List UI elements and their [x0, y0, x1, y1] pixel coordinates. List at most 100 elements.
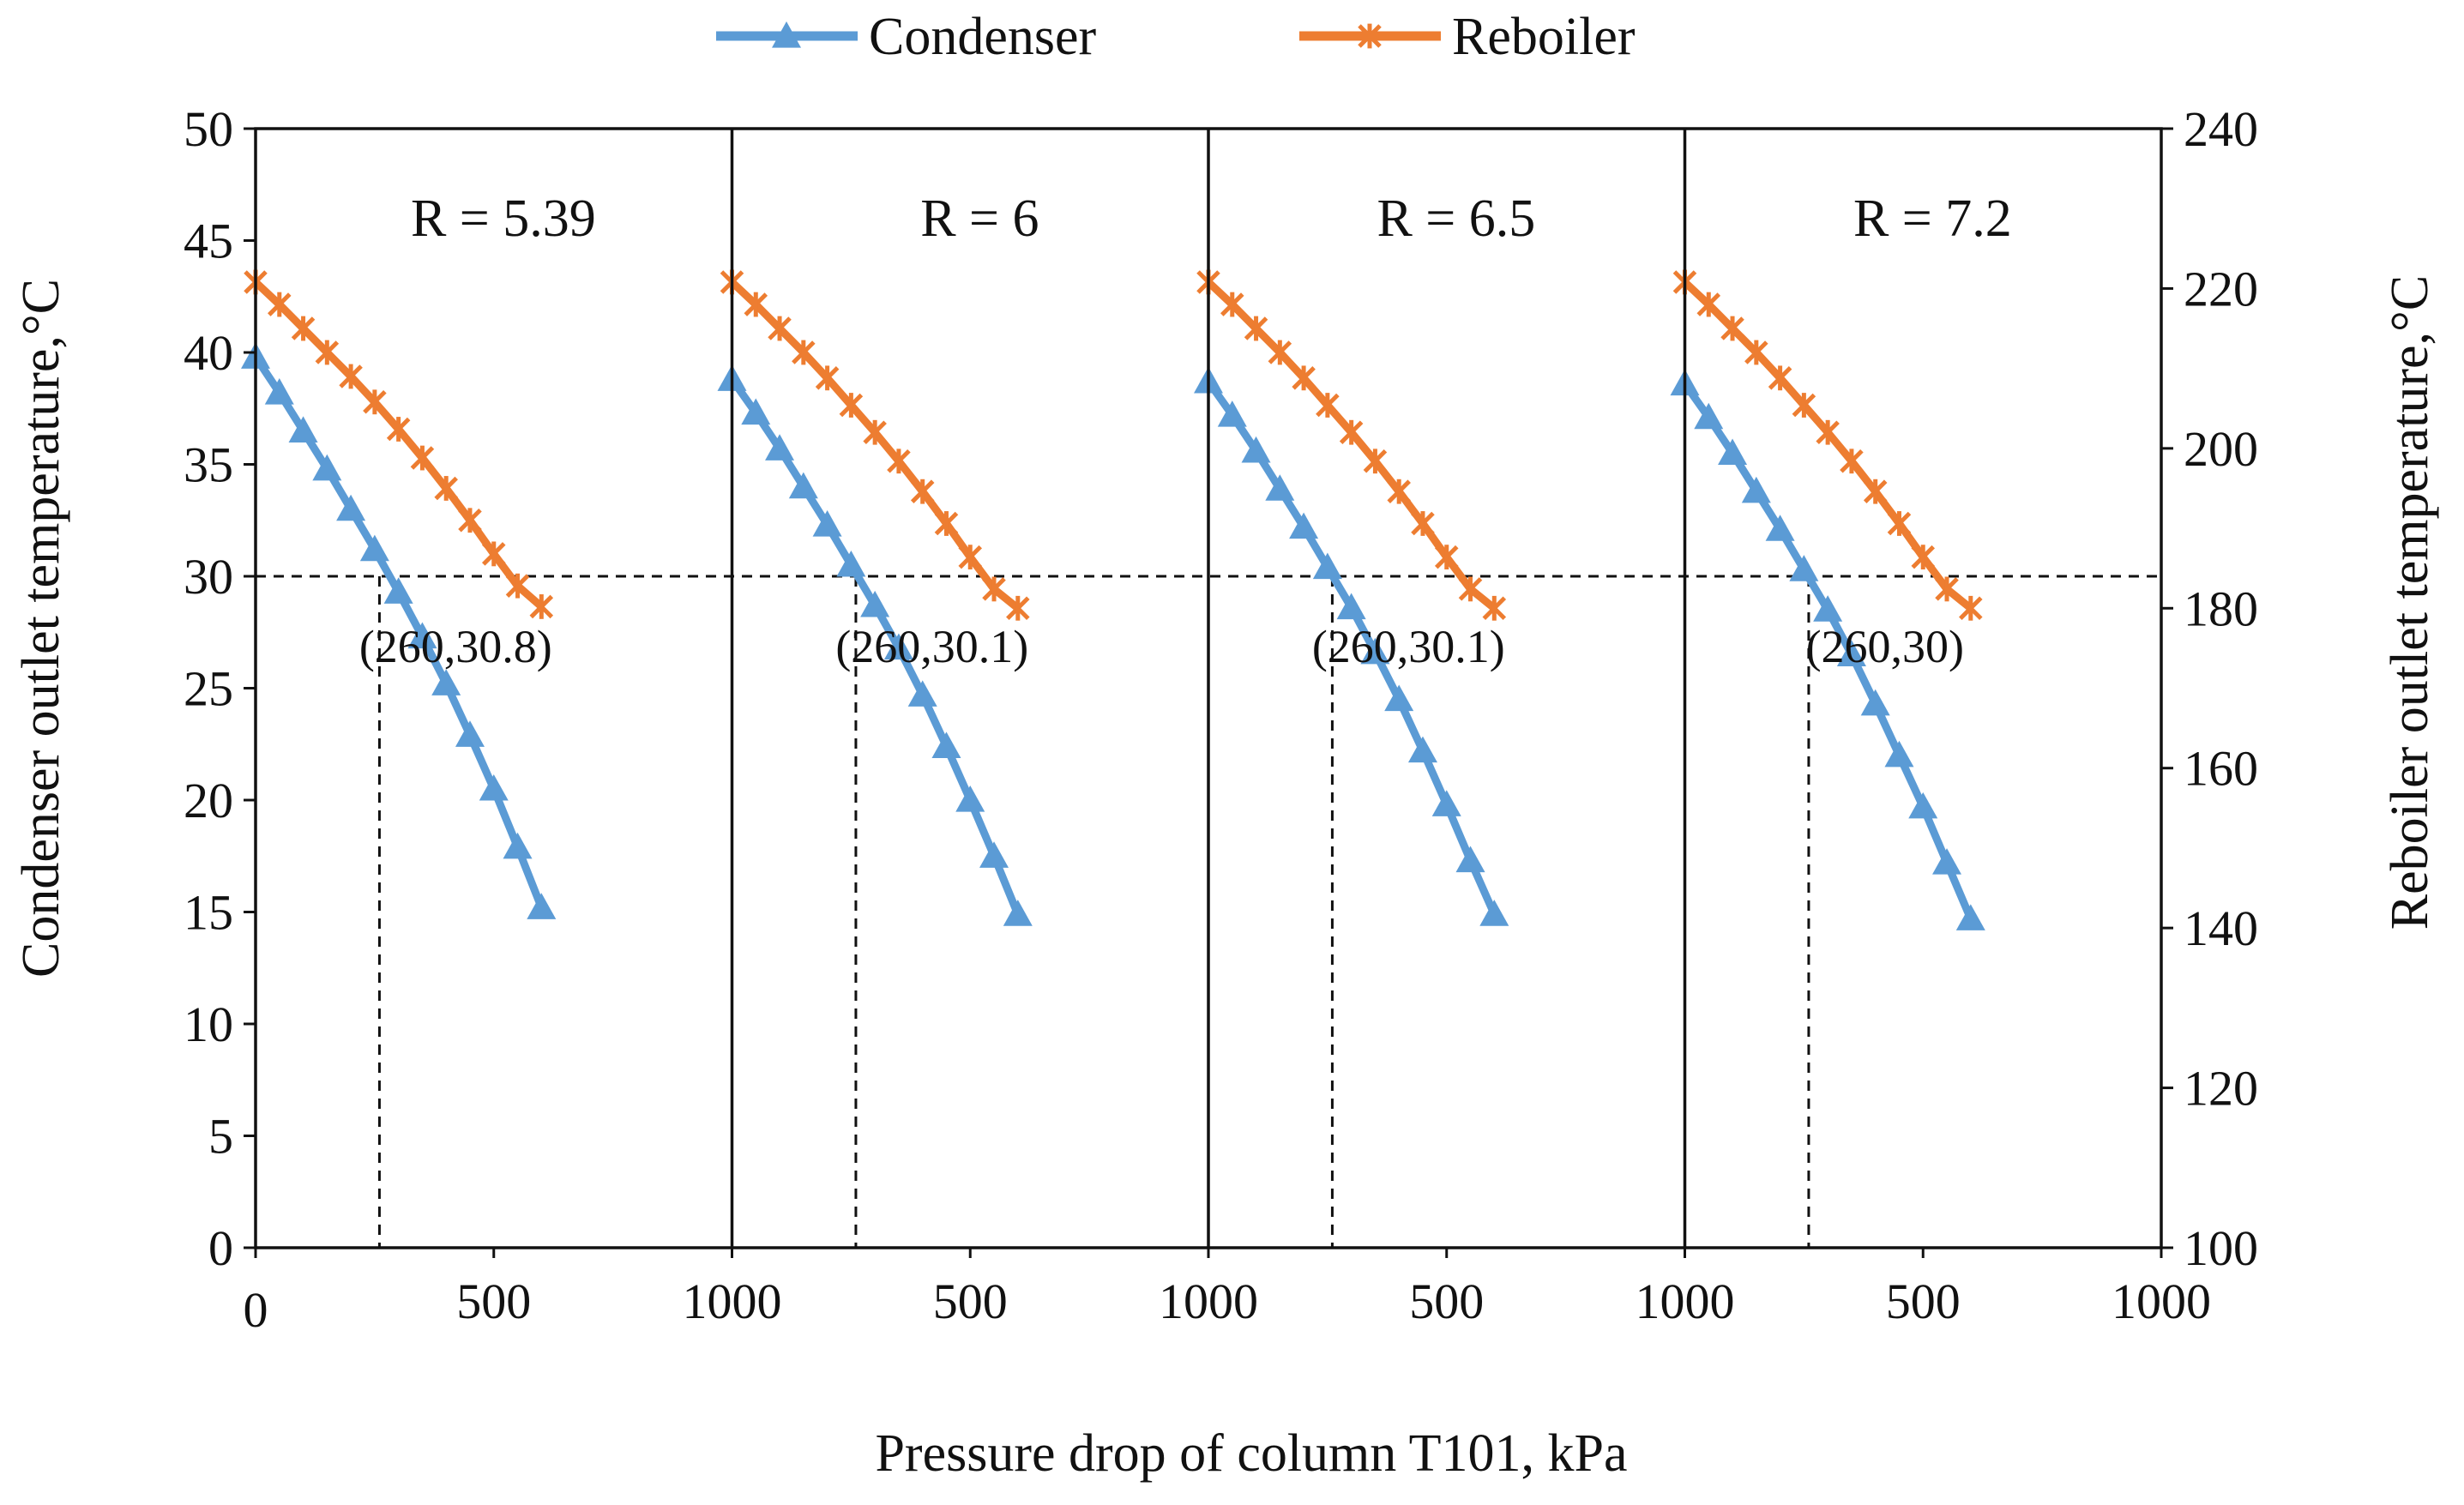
condenser-point-panel-3-3 [1265, 474, 1295, 501]
condenser-point-panel-4-1 [1694, 402, 1724, 430]
condenser-point-panel-2-11 [979, 841, 1009, 868]
y-left-tick-label: 20 [184, 773, 233, 828]
reboiler-point-panel-1-12 [529, 594, 554, 619]
condenser-point-panel-1-4 [336, 494, 366, 521]
reboiler-point-panel-4-1 [1696, 292, 1721, 317]
tick-labels: 0 5 10 15 20 25 30 35 40 45 50 100 120 140 160 180 200 22… [184, 101, 2258, 1338]
x-tick-label: 1000 [2112, 1273, 2211, 1329]
condenser-point-panel-1-10 [479, 774, 509, 801]
x-tick-label: 500 [1409, 1273, 1484, 1329]
condenser-point-panel-3-10 [1431, 790, 1461, 816]
condenser-point-panel-4-3 [1741, 476, 1771, 503]
condenser-point-panel-2-2 [765, 434, 795, 461]
reboiler-point-panel-1-4 [339, 364, 363, 389]
legend: Condenser Reboiler [716, 8, 1636, 66]
reboiler-point-panel-1-5 [363, 389, 387, 415]
reboiler-point-panel-4-10 [1911, 545, 1936, 570]
reboiler-point-panel-3-3 [1268, 340, 1292, 365]
reboiler-point-panel-3-6 [1339, 419, 1364, 445]
condenser-point-panel-1-6 [383, 577, 413, 604]
y-right-tick-label: 220 [2184, 261, 2258, 316]
y-left-tick-label: 0 [208, 1220, 233, 1276]
condenser-point-panel-3-9 [1407, 736, 1437, 763]
x-tick-label: 1000 [683, 1273, 782, 1329]
condenser-point-panel-3-5 [1312, 552, 1342, 580]
reboiler-point-panel-3-7 [1363, 448, 1388, 474]
condenser-point-panel-2-1 [741, 398, 771, 425]
reboiler-point-panel-1-3 [315, 340, 340, 365]
condenser-point-panel-3-8 [1384, 684, 1414, 712]
reboiler-point-panel-4-9 [1887, 511, 1912, 536]
x-tick-label: 500 [456, 1273, 531, 1329]
x-tick-label: 0 [244, 1282, 268, 1338]
reboiler-point-panel-2-9 [934, 511, 959, 536]
reboiler-point-panel-4-11 [1935, 576, 1959, 602]
condenser-point-panel-1-1 [264, 377, 294, 405]
y-left-tick-label: 15 [184, 885, 233, 941]
reboiler-point-panel-4-2 [1720, 316, 1744, 341]
reboiler-point-panel-2-12 [1006, 595, 1030, 621]
condenser-point-panel-4-12 [1955, 904, 1985, 930]
y-right-tick-label: 140 [2184, 900, 2258, 956]
reboiler-point-panel-3-2 [1244, 316, 1268, 341]
condenser-point-panel-1-9 [455, 720, 485, 747]
y-left-tick-label: 5 [208, 1109, 233, 1165]
reboiler-point-panel-4-6 [1816, 419, 1840, 445]
condenser-point-panel-4-9 [1884, 740, 1914, 768]
reboiler-point-panel-1-9 [458, 508, 482, 533]
condenser-point-panel-2-8 [907, 680, 937, 707]
reboiler-point-panel-1-8 [434, 476, 458, 501]
reboiler-point-panel-1-6 [386, 417, 411, 442]
legend-label-reboiler: Reboiler [1452, 8, 1636, 66]
y-left-tick-label: 25 [184, 661, 233, 717]
condenser-point-panel-1-11 [503, 832, 533, 859]
x-tick-label: 500 [1886, 1273, 1961, 1329]
y-axis-left-title: Condenser outlet temperature,°C [12, 279, 70, 978]
reboiler-point-panel-2-11 [982, 576, 1006, 602]
reboiler-point-panel-2-8 [910, 479, 935, 504]
condenser-point-panel-3-6 [1336, 593, 1366, 620]
reboiler-point-panel-1-1 [268, 292, 292, 317]
legend-label-condenser: Condenser [869, 8, 1097, 66]
condenser-point-panel-2-3 [788, 472, 818, 499]
legend-marker-condenser [772, 21, 801, 48]
condenser-point-panel-2-5 [836, 550, 866, 577]
condenser-point-panel-3-7 [1360, 637, 1390, 665]
condenser-point-panel-4-5 [1789, 555, 1819, 581]
y-left-tick-label: 10 [184, 996, 233, 1052]
condenser-point-panel-3-12 [1479, 900, 1509, 926]
x-tick-label: 1000 [1636, 1273, 1735, 1329]
reboiler-point-panel-1-7 [410, 445, 435, 471]
reboiler-point-panel-4-5 [1792, 393, 1816, 418]
reboiler-point-panel-4-3 [1744, 340, 1768, 365]
condenser-point-panel-3-11 [1455, 846, 1485, 873]
condenser-point-panel-2-12 [1003, 900, 1033, 926]
condenser-point-panel-4-6 [1813, 595, 1843, 622]
condenser-point-panel-4-4 [1765, 515, 1795, 541]
point-annotation-4: (260,30) [1806, 621, 1964, 672]
condenser-point-panel-4-2 [1718, 438, 1748, 466]
condenser-point-panel-2-4 [812, 509, 842, 537]
condenser-point-panel-1-5 [359, 534, 389, 562]
series-layer [241, 269, 1985, 930]
condenser-point-panel-2-7 [883, 633, 913, 660]
panel-label-4: R = 7.2 [1853, 190, 2012, 248]
condenser-point-panel-1-7 [407, 622, 437, 649]
x-axis-title: Pressure drop of column T101, kPa [875, 1424, 1627, 1483]
y-right-tick-label: 180 [2184, 581, 2258, 636]
condenser-point-panel-2-9 [931, 731, 961, 758]
panel-label-3: R = 6.5 [1377, 190, 1535, 248]
y-left-tick-label: 35 [184, 437, 233, 493]
reboiler-point-panel-3-9 [1411, 511, 1435, 536]
condenser-point-panel-4-11 [1932, 848, 1962, 875]
condenser-point-panel-3-2 [1241, 436, 1271, 463]
reboiler-point-panel-1-2 [291, 316, 316, 341]
point-annotation-1: (260,30.8) [359, 621, 552, 672]
reboiler-point-panel-3-12 [1482, 595, 1507, 621]
condenser-point-panel-4-7 [1836, 640, 1866, 666]
condenser-point-panel-3-1 [1217, 400, 1247, 427]
condenser-point-panel-4-8 [1860, 689, 1890, 716]
panel-label-1: R = 5.39 [411, 190, 596, 248]
reboiler-point-panel-2-6 [863, 419, 887, 445]
